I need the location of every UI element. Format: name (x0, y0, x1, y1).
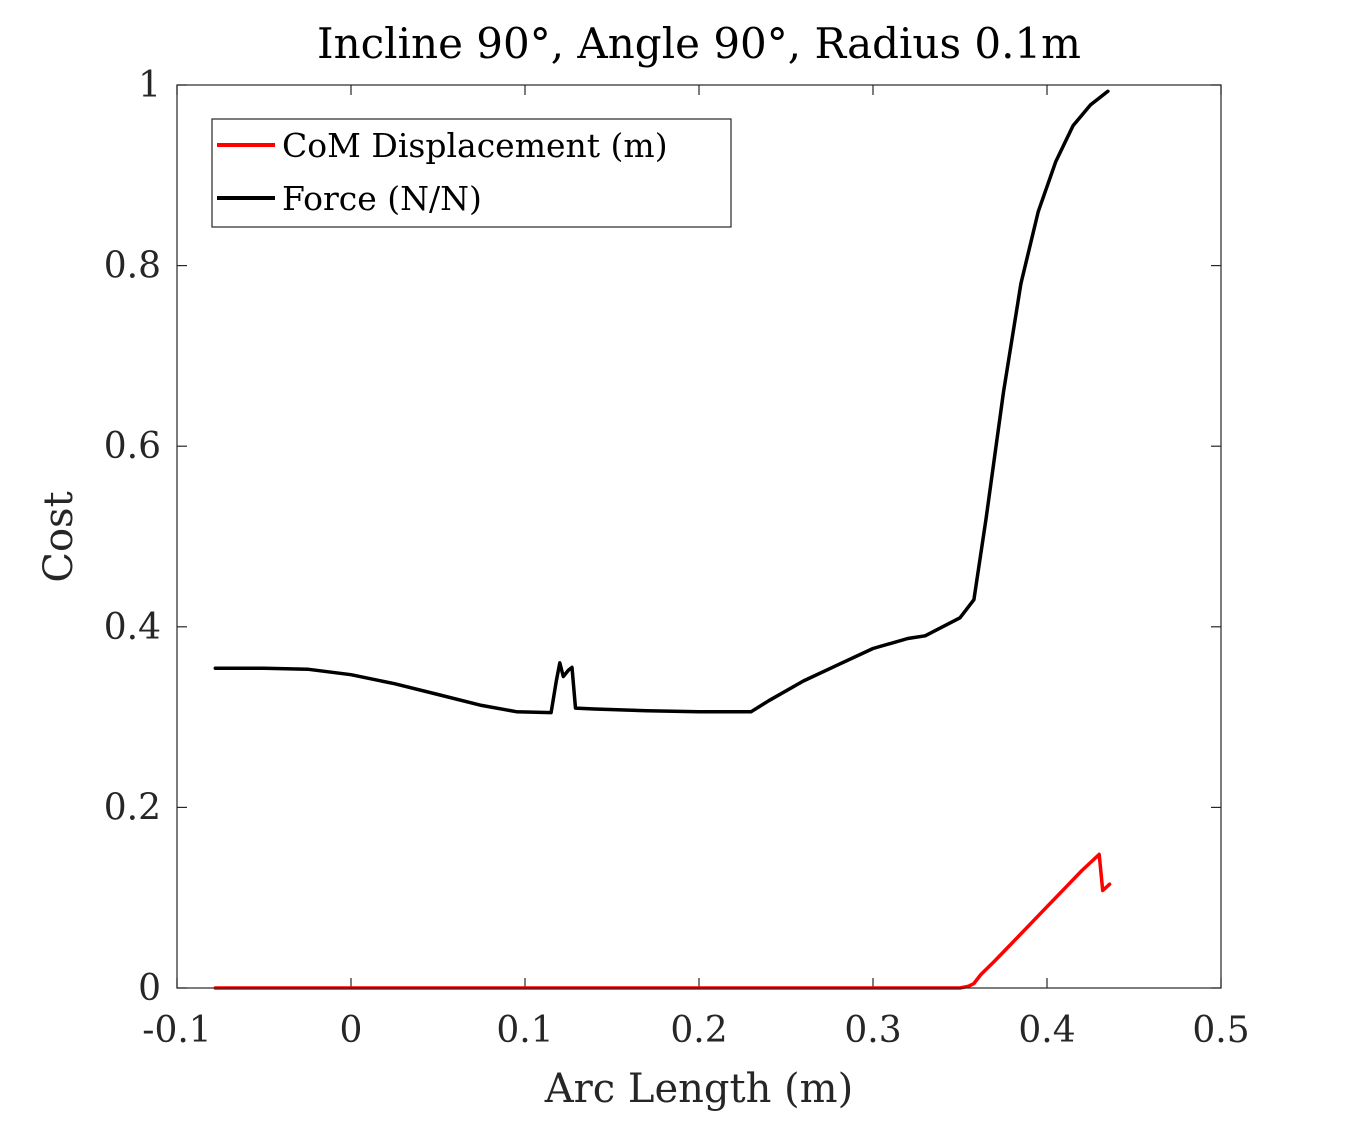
x-tick-label: 0.2 (670, 1010, 727, 1051)
plot-frame (176, 84, 1222, 989)
y-tick-label: 0 (138, 968, 161, 1009)
legend-box (211, 118, 732, 228)
y-ticks: 0 0.2 0.4 0.6 0.8 1 (104, 65, 1221, 1009)
y-tick-label: 0.8 (104, 246, 161, 287)
x-tick-label: 0 (340, 1010, 363, 1051)
x-tick-label: 0.1 (496, 1010, 553, 1051)
x-tick-label: -0.1 (142, 1010, 211, 1051)
legend: CoM Displacement (m) Force (N/N) (211, 118, 732, 228)
series-line-force (213, 89, 1110, 715)
y-tick-label: 0.2 (104, 787, 161, 828)
chart-title: Incline 90°, Angle 90°, Radius 0.1m (317, 19, 1081, 68)
y-tick-label: 1 (138, 65, 161, 106)
x-tick-label: 0.4 (1018, 1010, 1075, 1051)
x-tick-label: 0.3 (844, 1010, 901, 1051)
legend-label-force: Force (N/N) (282, 179, 482, 218)
y-tick-label: 0.6 (104, 426, 161, 467)
y-axis-label: Cost (36, 491, 82, 582)
plot-area (177, 85, 1221, 988)
x-axis-label: Arc Length (m) (544, 1066, 853, 1112)
x-tick-label: 0.5 (1192, 1010, 1249, 1051)
y-tick-label: 0.4 (104, 607, 161, 648)
x-ticks: -0.1 0 0.1 0.2 0.3 0.4 0.5 (142, 85, 1250, 1051)
legend-label-com: CoM Displacement (m) (282, 126, 668, 165)
